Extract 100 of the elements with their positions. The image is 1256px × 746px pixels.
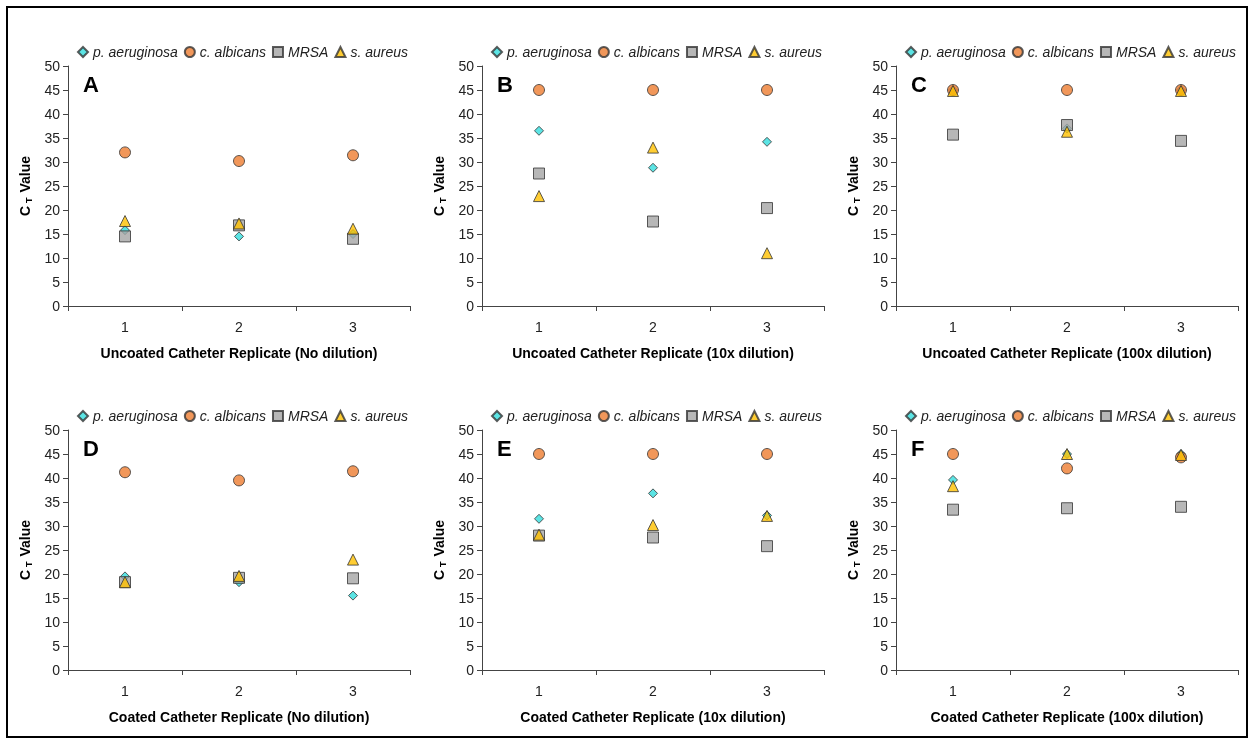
x-axis-title: Coated Catheter Replicate (No dilution) xyxy=(108,709,370,725)
legend-label: s. aureus xyxy=(350,44,409,60)
y-tick-label: 15 xyxy=(44,226,61,242)
legend-label: c. albicans xyxy=(1027,408,1094,424)
y-axis-title: CT Value xyxy=(845,155,863,217)
legend-label: MRSA xyxy=(287,44,329,60)
y-tick-label: 5 xyxy=(52,274,61,290)
legend-label: MRSA xyxy=(701,408,743,424)
legend-label: p. aeruginosa xyxy=(920,408,1007,424)
y-tick-label: 30 xyxy=(458,518,475,534)
x-tick-label: 1 xyxy=(949,683,958,699)
chart-title: F xyxy=(911,435,925,461)
y-tick-label: 5 xyxy=(880,274,889,290)
legend-label: MRSA xyxy=(1115,44,1157,60)
x-tick-label: 3 xyxy=(349,683,358,699)
legend-label: s. aureus xyxy=(1178,44,1237,60)
y-tick-label: 15 xyxy=(872,226,889,242)
x-axis-title: Uncoated Catheter Replicate (No dilution) xyxy=(100,345,378,361)
y-tick-label: 40 xyxy=(872,470,889,486)
y-tick-label: 40 xyxy=(458,106,475,122)
legend-label: c. albicans xyxy=(1027,44,1094,60)
y-tick-label: 15 xyxy=(44,590,61,606)
y-tick-label: 50 xyxy=(44,422,61,438)
y-tick-label: 35 xyxy=(44,494,61,510)
y-tick-label: 20 xyxy=(44,202,61,218)
y-tick-label: 35 xyxy=(44,130,61,146)
y-tick-label: 25 xyxy=(872,542,889,558)
y-tick-label: 30 xyxy=(458,154,475,170)
x-axis-title: Coated Catheter Replicate (100x dilution) xyxy=(930,709,1204,725)
y-tick-label: 50 xyxy=(872,422,889,438)
y-tick-label: 10 xyxy=(872,614,889,630)
y-tick-label: 5 xyxy=(52,638,61,654)
legend-label: s. aureus xyxy=(1178,408,1237,424)
y-tick-label: 20 xyxy=(872,566,889,582)
x-tick-label: 1 xyxy=(535,683,544,699)
x-tick-label: 1 xyxy=(121,319,130,335)
y-tick-label: 50 xyxy=(458,58,475,74)
y-tick-label: 45 xyxy=(872,446,889,462)
x-axis-title: Uncoated Catheter Replicate (100x dilution) xyxy=(922,345,1212,361)
legend-label: c. albicans xyxy=(199,44,266,60)
y-tick-label: 25 xyxy=(458,178,475,194)
y-tick-label: 0 xyxy=(52,298,61,314)
y-tick-label: 10 xyxy=(872,250,889,266)
chart-title: B xyxy=(497,71,513,97)
y-tick-label: 10 xyxy=(458,614,475,630)
y-tick-label: 0 xyxy=(880,298,889,314)
legend-label: p. aeruginosa xyxy=(920,44,1007,60)
y-tick-label: 5 xyxy=(466,638,475,654)
y-tick-label: 40 xyxy=(44,106,61,122)
x-tick-label: 1 xyxy=(535,319,544,335)
y-tick-label: 20 xyxy=(458,202,475,218)
y-tick-label: 25 xyxy=(44,178,61,194)
x-tick-label: 1 xyxy=(949,319,958,335)
y-tick-label: 0 xyxy=(466,298,475,314)
y-tick-label: 45 xyxy=(44,446,61,462)
y-tick-label: 25 xyxy=(872,178,889,194)
x-tick-label: 2 xyxy=(1063,683,1072,699)
legend-label: s. aureus xyxy=(764,408,823,424)
y-tick-label: 15 xyxy=(458,590,475,606)
y-tick-label: 30 xyxy=(872,518,889,534)
y-tick-label: 20 xyxy=(458,566,475,582)
y-tick-label: 45 xyxy=(44,82,61,98)
legend-label: c. albicans xyxy=(199,408,266,424)
y-tick-label: 25 xyxy=(44,542,61,558)
y-tick-label: 20 xyxy=(44,566,61,582)
y-tick-label: 30 xyxy=(872,154,889,170)
y-tick-label: 35 xyxy=(872,494,889,510)
y-tick-label: 45 xyxy=(458,446,475,462)
chart-title: D xyxy=(83,435,99,461)
x-tick-label: 3 xyxy=(763,683,772,699)
legend-label: MRSA xyxy=(1115,408,1157,424)
x-tick-label: 2 xyxy=(649,319,658,335)
legend-label: s. aureus xyxy=(350,408,409,424)
legend-label: p. aeruginosa xyxy=(92,408,179,424)
y-tick-label: 20 xyxy=(872,202,889,218)
x-tick-label: 1 xyxy=(121,683,130,699)
y-tick-label: 40 xyxy=(872,106,889,122)
chart-title: C xyxy=(911,71,927,97)
y-tick-label: 45 xyxy=(458,82,475,98)
x-tick-label: 2 xyxy=(235,319,244,335)
chart-title: A xyxy=(83,71,99,97)
chart-title: E xyxy=(497,435,512,461)
x-tick-label: 3 xyxy=(1177,319,1186,335)
x-tick-label: 3 xyxy=(349,319,358,335)
legend-label: p. aeruginosa xyxy=(92,44,179,60)
legend-label: s. aureus xyxy=(764,44,823,60)
x-tick-label: 2 xyxy=(1063,319,1072,335)
y-tick-label: 10 xyxy=(44,250,61,266)
y-tick-label: 35 xyxy=(458,494,475,510)
y-tick-label: 50 xyxy=(872,58,889,74)
x-tick-label: 3 xyxy=(1177,683,1186,699)
y-tick-label: 0 xyxy=(52,662,61,678)
legend-label: p. aeruginosa xyxy=(506,44,593,60)
y-tick-label: 0 xyxy=(466,662,475,678)
y-tick-label: 50 xyxy=(458,422,475,438)
y-tick-label: 35 xyxy=(458,130,475,146)
legend-label: p. aeruginosa xyxy=(506,408,593,424)
legend-label: MRSA xyxy=(287,408,329,424)
y-tick-label: 5 xyxy=(466,274,475,290)
y-tick-label: 0 xyxy=(880,662,889,678)
